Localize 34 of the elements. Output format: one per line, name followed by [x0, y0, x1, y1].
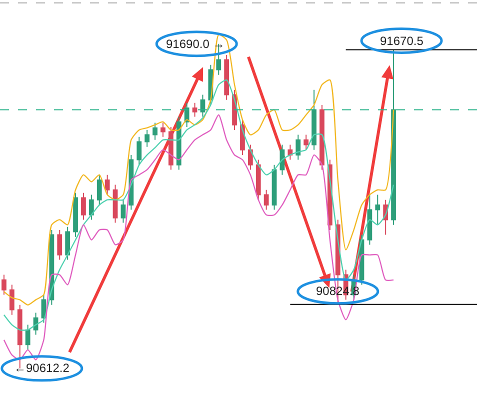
- candlestick: [248, 144, 253, 170]
- candlestick: [88, 194, 94, 220]
- candlestick: [216, 43, 222, 76]
- candlestick: [81, 192, 86, 220]
- candlestick: [288, 144, 293, 160]
- candlestick: [296, 134, 301, 160]
- candlestick: [9, 284, 14, 316]
- candlestick: [57, 229, 62, 260]
- candlestick: [120, 199, 126, 224]
- candlestick: [264, 189, 269, 210]
- candlestick: [256, 159, 261, 200]
- candlestick: [25, 324, 30, 350]
- candlestick: [375, 194, 380, 226]
- candlestick: [367, 194, 372, 246]
- candlestick: [312, 89, 316, 150]
- candlestick: [73, 192, 78, 238]
- candlestick: [160, 122, 166, 138]
- candlestick: [224, 54, 230, 100]
- candlestick: [65, 226, 70, 260]
- candlestick: [144, 129, 150, 148]
- candlestick: [96, 174, 102, 206]
- candlestick: [104, 174, 110, 196]
- candlestick: [304, 134, 309, 150]
- candlestick: [168, 126, 174, 170]
- annotation: 91670.5: [380, 34, 424, 48]
- candlestick: [320, 104, 324, 170]
- candlestick: [152, 122, 158, 140]
- candlestick: [2, 274, 6, 296]
- candlestick: [200, 94, 206, 118]
- candlestick: [136, 136, 142, 166]
- candlestick: [192, 102, 198, 118]
- candlestick: [176, 116, 182, 170]
- annotation: ←90612.2: [14, 361, 70, 375]
- candlestick: [272, 164, 277, 210]
